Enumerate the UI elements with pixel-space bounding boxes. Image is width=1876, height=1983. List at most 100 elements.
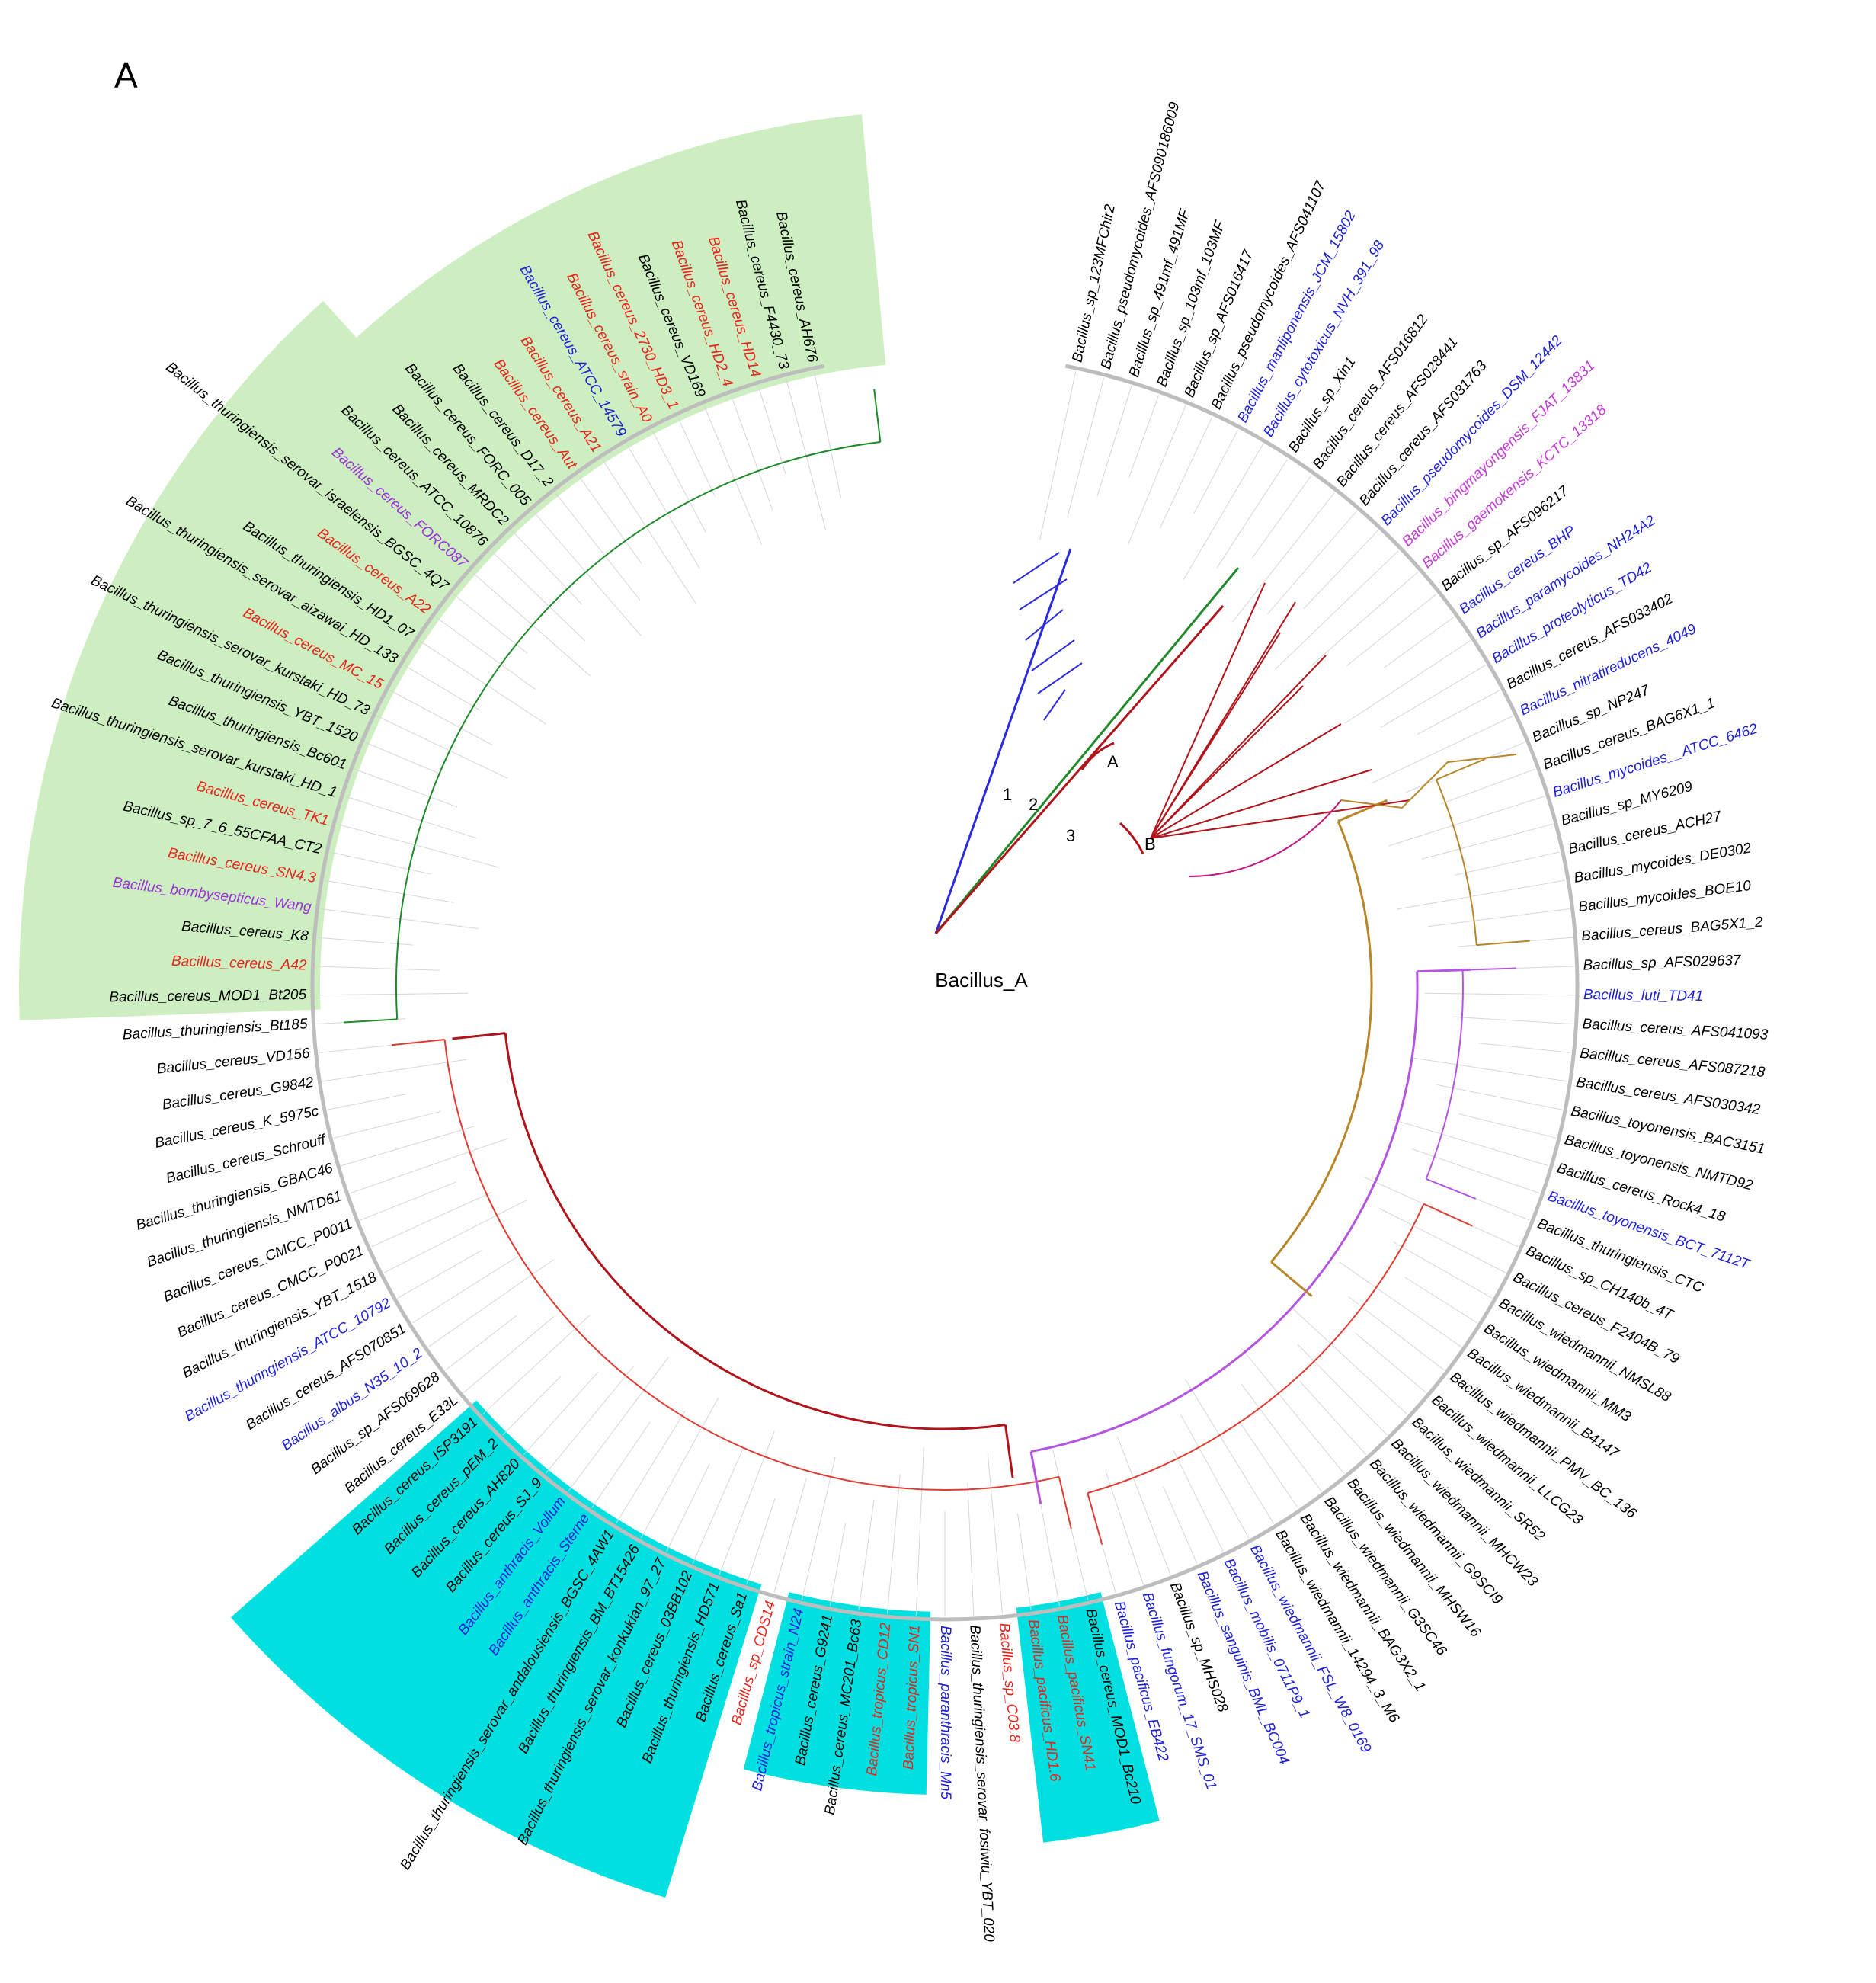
- branch-red-clade-1: [1087, 1203, 1425, 1494]
- leaf-spoke: [757, 386, 787, 476]
- leaf-spoke: [371, 1192, 492, 1248]
- branch-gold-backbone-edge: [1337, 799, 1388, 822]
- branch-purple-backbone-edge: [1417, 968, 1471, 973]
- leaf-ring: [310, 364, 1580, 1622]
- fan-blue-tip: [1019, 578, 1068, 610]
- leaf-spoke: [482, 1314, 591, 1415]
- leaf-ring-arc: [310, 364, 1580, 1622]
- leaf-spoke: [1393, 1241, 1493, 1299]
- clade-label-1: 1: [1003, 785, 1012, 804]
- panel-label: A: [114, 56, 138, 95]
- fan-red-tip: [1150, 769, 1372, 839]
- clade-label-A: A: [1107, 752, 1119, 771]
- branch-darkred-backbone-edge: [1004, 1424, 1014, 1478]
- branch-red-clade-1-edge: [1423, 1203, 1473, 1227]
- leaf-spoke: [1440, 768, 1536, 805]
- leaf-spoke: [1344, 640, 1471, 724]
- leaf-spoke: [337, 823, 498, 868]
- leaf-spoke: [626, 444, 700, 569]
- leaf-spoke: [418, 640, 546, 725]
- fan-red-tip: [1150, 655, 1327, 839]
- leaf-label: Bacillus_cereus_G9842: [161, 1075, 315, 1113]
- leaf-spoke: [1348, 1296, 1445, 1371]
- leaf-spoke: [1404, 1277, 1477, 1324]
- leaf-spoke: [915, 1447, 924, 1616]
- branch-gold-backbone-edge: [1270, 1261, 1313, 1298]
- leaf-spoke: [545, 1365, 635, 1474]
- leaf-spoke: [376, 715, 508, 779]
- branch-purple-clade-edge: [1462, 967, 1516, 971]
- fan-red-tip: [1150, 685, 1304, 839]
- leaf-spoke: [428, 1258, 555, 1347]
- branch-gold-clade: [1435, 779, 1477, 946]
- leaf-spoke: [829, 1523, 847, 1607]
- leaf-spoke: [730, 395, 773, 511]
- leaf-spoke: [858, 1499, 875, 1611]
- leaf-spoke: [1397, 879, 1566, 910]
- fan-blue-tip: [1031, 639, 1075, 671]
- leaf-spoke: [1421, 823, 1553, 860]
- leaf-spoke: [324, 879, 454, 903]
- leaf-spoke: [315, 992, 469, 996]
- leaf-label: Bacillus_thuringiensis_Bt185: [122, 1016, 308, 1043]
- leaf-spoke: [1412, 1057, 1567, 1082]
- leaf-spoke: [1127, 405, 1186, 545]
- leaf-spoke: [383, 1200, 527, 1273]
- root-label: Bacillus_A: [935, 969, 1028, 992]
- leaf-spoke: [1241, 1347, 1345, 1474]
- fan-branch-1: [934, 548, 1072, 934]
- leaf-spoke: [1452, 1016, 1573, 1025]
- leaf-label: Bacillus_paranthracis_Mn5: [937, 1626, 953, 1800]
- leaf-spoke: [1185, 1379, 1275, 1524]
- leaf-spoke: [1039, 370, 1077, 540]
- leaf-spoke: [533, 511, 642, 636]
- branch-darkred-backbone: [504, 1033, 1006, 1430]
- leaf-spoke: [1183, 444, 1264, 581]
- leaf-spoke: [578, 475, 642, 565]
- leaf-label: Bacillus_cereus_AFS041093: [1582, 1016, 1769, 1043]
- fan-blue-tip: [1013, 552, 1060, 584]
- leaf-spoke: [491, 550, 586, 642]
- leaf-spoke: [773, 1478, 807, 1594]
- leaf-spoke: [1252, 475, 1312, 558]
- leaf-spoke: [445, 1315, 517, 1371]
- leaf-label: Bacillus_mycoides_BOE10: [1577, 878, 1752, 915]
- leaf-spoke: [813, 370, 842, 498]
- leaf-label: Bacillus_cereus_VD156: [156, 1046, 311, 1078]
- leaf-spoke: [523, 1372, 599, 1456]
- fan-red-tip: [1150, 632, 1281, 839]
- leaf-spoke: [502, 1375, 562, 1436]
- leaf-spoke: [471, 572, 591, 677]
- leaf-spoke: [601, 458, 696, 604]
- leaf-spoke: [1105, 1470, 1144, 1585]
- leaf-spoke: [322, 1059, 467, 1082]
- leaf-label: Bacillus_sp_103mf_103MF: [1154, 218, 1229, 389]
- leaf-spoke: [453, 594, 528, 654]
- leaf-spoke: [785, 377, 827, 531]
- leaf-spoke: [1478, 1043, 1571, 1053]
- leaf-spoke: [1237, 1420, 1298, 1509]
- leaf-spoke: [1267, 511, 1357, 615]
- leaf-spoke: [651, 429, 706, 533]
- leaf-spoke: [987, 1453, 1004, 1614]
- leaf-spoke: [640, 1397, 719, 1539]
- leaf-label: Bacillus_cereus_MOD1_Bt205: [109, 987, 306, 1005]
- highlight-green-clade-2: [356, 114, 886, 524]
- leaf-spoke: [1417, 690, 1500, 735]
- leaf-spoke: [389, 690, 493, 746]
- branch-gold-clade-edge: [1436, 758, 1486, 780]
- leaf-spoke: [327, 1093, 408, 1110]
- branch-green-clade-edge: [873, 389, 882, 443]
- clade-label-3: 3: [1066, 826, 1075, 845]
- leaf-label: Bacillus_bingmayongensis_FJAT_13831: [1399, 357, 1598, 549]
- leaf-spoke: [1391, 1119, 1549, 1167]
- branch-gold-clade-edge: [1476, 940, 1530, 947]
- fan-branch-3: [934, 605, 1225, 934]
- clade-label-2: 2: [1029, 795, 1038, 814]
- leaf-spoke: [397, 1250, 482, 1299]
- leaf-spoke: [1458, 1113, 1557, 1139]
- fan-red-tip: [1150, 799, 1410, 839]
- leaf-spoke: [1017, 1513, 1032, 1611]
- fan-arc-A: [1080, 742, 1115, 770]
- branch-green-clade: [395, 441, 881, 1020]
